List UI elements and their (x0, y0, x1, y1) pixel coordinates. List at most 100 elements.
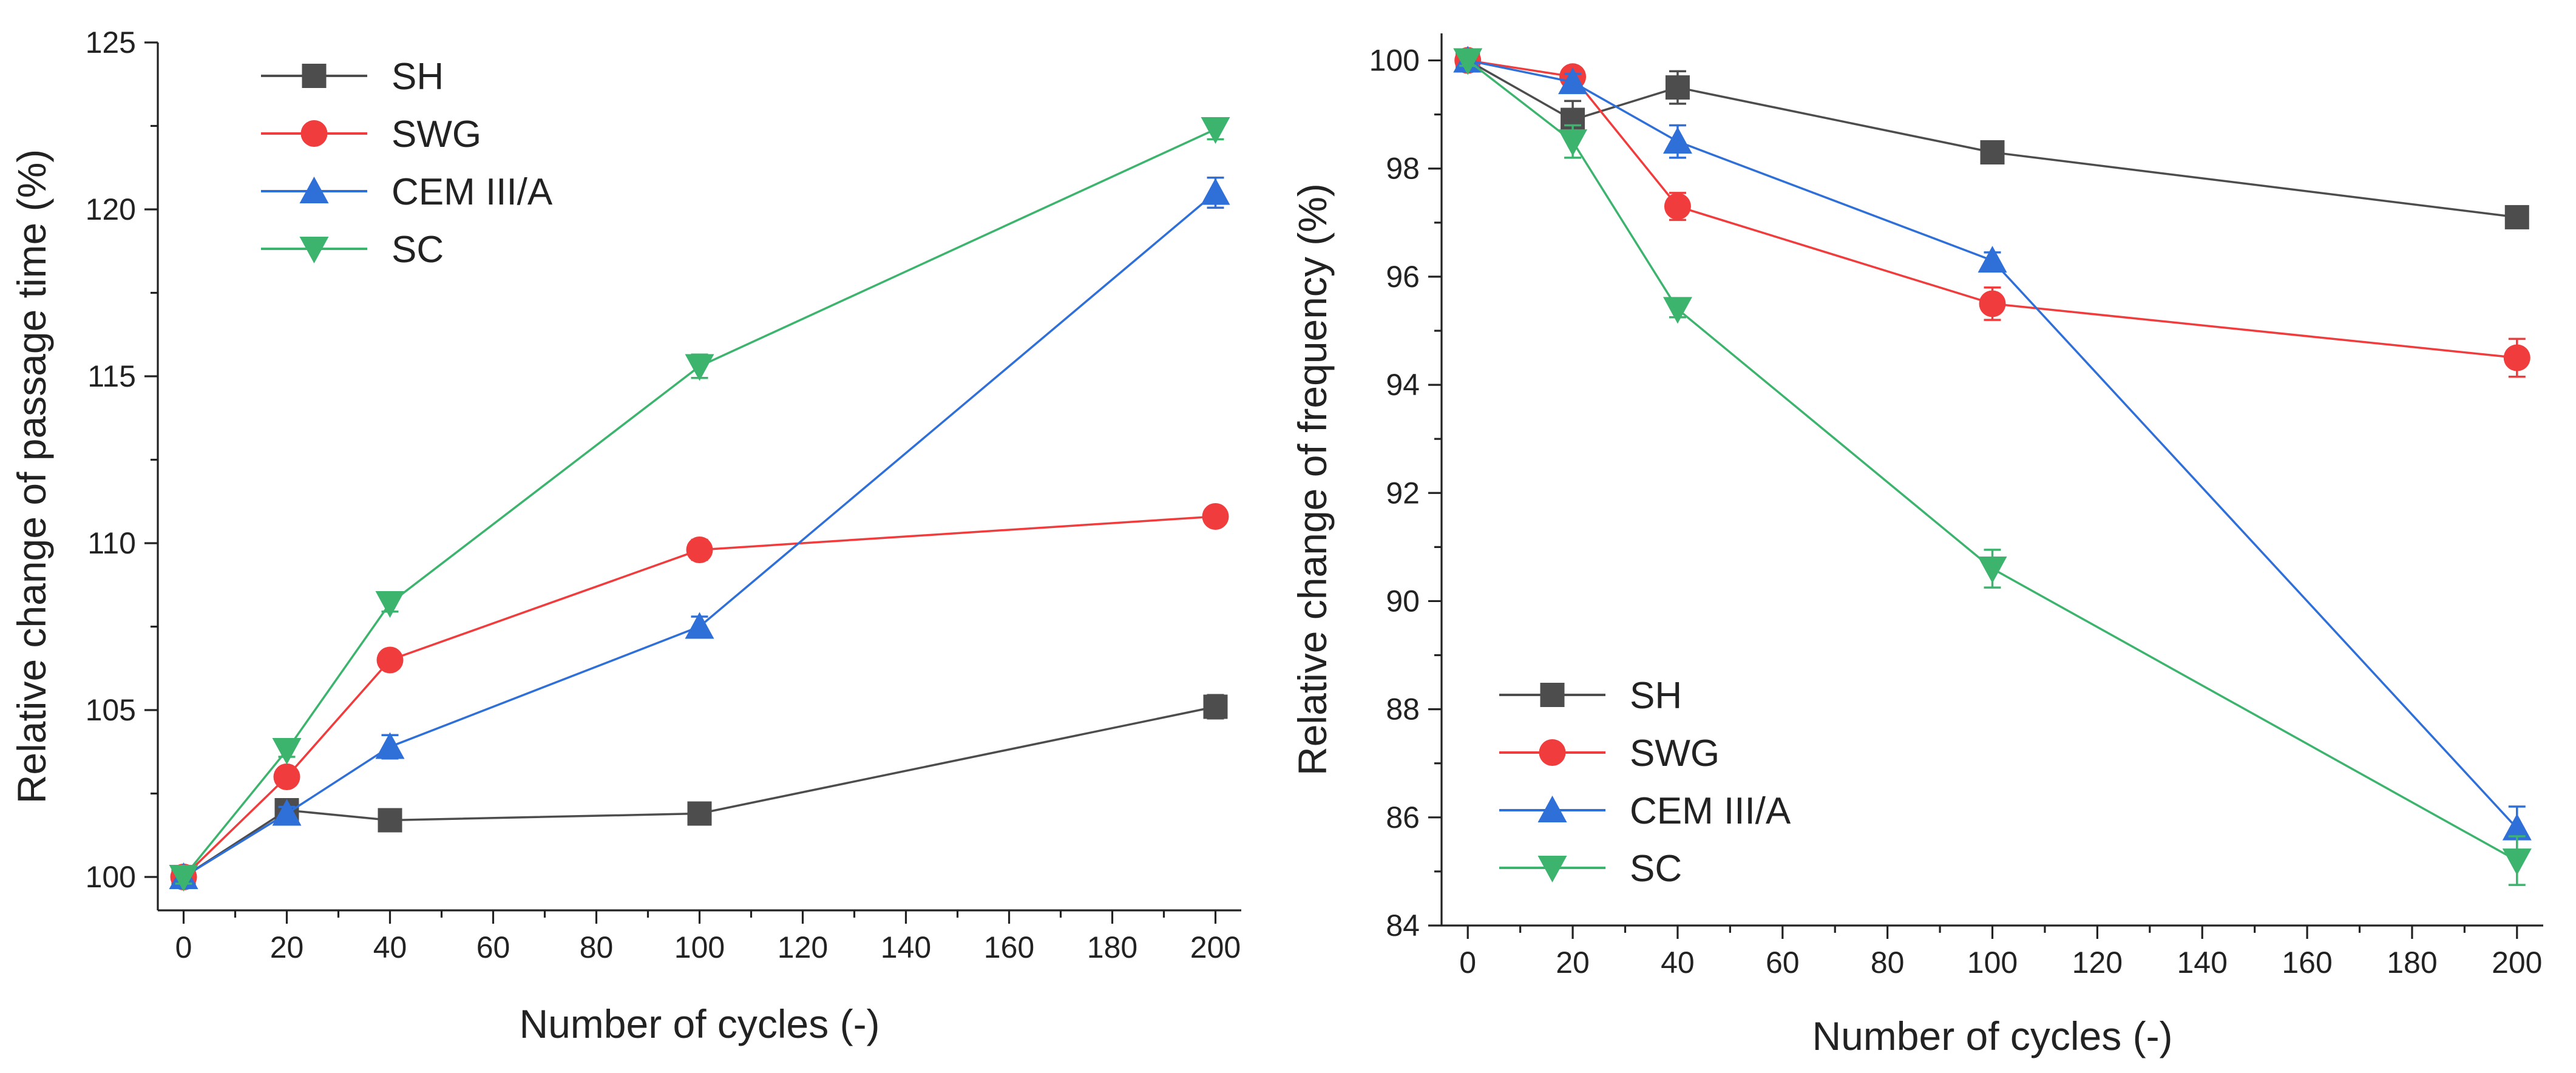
x-tick-label: 160 (984, 930, 1034, 964)
x-tick-label: 0 (1459, 946, 1476, 980)
data-point (2502, 813, 2532, 841)
data-point (686, 536, 713, 563)
data-point (2504, 205, 2529, 229)
x-tick-label: 200 (1190, 930, 1241, 964)
legend-marker (300, 120, 328, 147)
legend: SH SWG CEM III/A SC (261, 56, 553, 271)
x-tick-label: 160 (2282, 946, 2332, 980)
series-sc (169, 117, 1230, 892)
series-swg (170, 503, 1229, 890)
x-tick-label: 140 (881, 930, 931, 964)
data-point (1201, 178, 1230, 205)
legend-label: CEM III/A (1630, 790, 1791, 832)
y-tick-label: 105 (86, 693, 136, 727)
x-tick-label: 120 (2072, 946, 2123, 980)
legend-label: SH (391, 56, 444, 98)
legend-label: SH (1630, 675, 1682, 717)
data-point (1664, 193, 1691, 220)
y-tick-label: 115 (87, 359, 136, 393)
y-tick-label: 90 (1386, 584, 1420, 618)
x-tick-label: 0 (175, 930, 192, 964)
series-sh (1456, 48, 2529, 229)
x-tick-label: 60 (1766, 946, 1800, 980)
y-tick-label: 100 (1369, 44, 1420, 78)
x-axis-title: Number of cycles (-) (1812, 1014, 2172, 1058)
data-point (375, 732, 405, 759)
y-tick-label: 92 (1386, 476, 1420, 510)
data-point (1979, 290, 2006, 317)
series-cem-iii-a (169, 177, 1230, 889)
data-point (1558, 129, 1588, 157)
series-line (183, 128, 1216, 878)
x-tick-label: 180 (2387, 946, 2437, 980)
y-tick-label: 88 (1386, 692, 1420, 726)
x-tick-label: 80 (1871, 946, 1905, 980)
data-point (272, 738, 302, 765)
legend-marker (1537, 856, 1567, 882)
series-sc (1453, 48, 2532, 886)
data-point (1978, 246, 2007, 273)
data-point (2502, 848, 2532, 876)
y-tick-label: 96 (1386, 260, 1420, 294)
series-line (1467, 59, 2518, 218)
legend-marker (1540, 683, 1565, 707)
y-tick-label: 100 (86, 860, 136, 894)
data-point (1663, 127, 1692, 154)
data-point (378, 808, 402, 833)
legend: SH SWG CEM III/A SC (1499, 675, 1791, 890)
x-tick-label: 60 (476, 930, 510, 964)
x-tick-label: 120 (778, 930, 828, 964)
data-point (1203, 694, 1228, 719)
data-point (1201, 117, 1230, 144)
y-tick-label: 84 (1386, 909, 1420, 943)
series-sh (171, 694, 1228, 889)
y-axis-title: Relative change of passage time (%) (9, 149, 54, 804)
data-point (273, 763, 300, 790)
data-point (685, 612, 714, 639)
x-tick-label: 180 (1087, 930, 1137, 964)
data-point (1978, 557, 2007, 583)
data-point (685, 354, 714, 381)
legend-marker (302, 64, 327, 88)
x-tick-label: 20 (1556, 946, 1590, 980)
legend-marker (1539, 739, 1566, 766)
data-point (376, 646, 404, 674)
y-tick-label: 86 (1386, 801, 1420, 834)
series-line (1467, 59, 2518, 862)
data-point (169, 865, 198, 892)
legend-marker (299, 237, 329, 263)
frequency-chart: 0 20 40 60 80 100 120 140 160 180 200 84 86 88 90 92 94 9… (1290, 33, 2543, 1058)
legend-marker (1537, 796, 1567, 822)
y-tick-label: 125 (86, 25, 136, 59)
x-tick-label: 40 (373, 930, 407, 964)
legend-label: SWG (1630, 733, 1720, 774)
legend-label: SC (1630, 848, 1682, 890)
y-tick-label: 110 (87, 526, 136, 560)
x-tick-label: 100 (1967, 946, 2018, 980)
y-tick-label: 98 (1386, 152, 1420, 186)
legend-marker (299, 177, 329, 203)
x-tick-label: 140 (2177, 946, 2227, 980)
series-cem-iii-a (1453, 46, 2532, 851)
x-tick-label: 20 (270, 930, 304, 964)
series-line (183, 192, 1216, 878)
legend-label: SC (391, 229, 444, 271)
data-point (1980, 140, 2005, 164)
data-point (1558, 67, 1588, 95)
data-point (2503, 344, 2530, 371)
data-point (1202, 503, 1229, 530)
x-tick-label: 200 (2492, 946, 2542, 980)
y-tick-label: 94 (1386, 368, 1420, 402)
passage-time-chart: 0 20 40 60 80 100 120 140 160 180 200 100 105 110 115 1… (9, 25, 1241, 1046)
x-axis-title: Number of cycles (-) (519, 1001, 880, 1046)
data-point (687, 801, 712, 826)
x-tick-label: 80 (580, 930, 614, 964)
legend-label: SWG (391, 113, 481, 155)
x-tick-label: 40 (1661, 946, 1695, 980)
y-tick-label: 120 (86, 192, 136, 226)
data-point (1453, 48, 1483, 75)
data-point (272, 799, 302, 826)
series-line (183, 705, 1216, 878)
y-axis-title: Relative change of frequency (%) (1290, 183, 1335, 776)
